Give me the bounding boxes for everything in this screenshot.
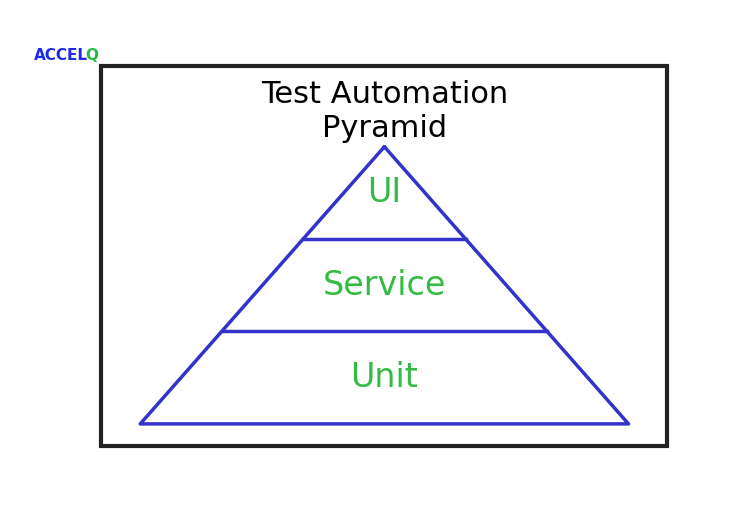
Text: UI: UI bbox=[368, 176, 401, 209]
Text: Service: Service bbox=[322, 269, 446, 302]
Text: Unit: Unit bbox=[350, 361, 418, 394]
Text: Q: Q bbox=[86, 48, 98, 63]
Text: ACCEL: ACCEL bbox=[34, 48, 88, 63]
Text: Test Automation
Pyramid: Test Automation Pyramid bbox=[261, 80, 508, 143]
